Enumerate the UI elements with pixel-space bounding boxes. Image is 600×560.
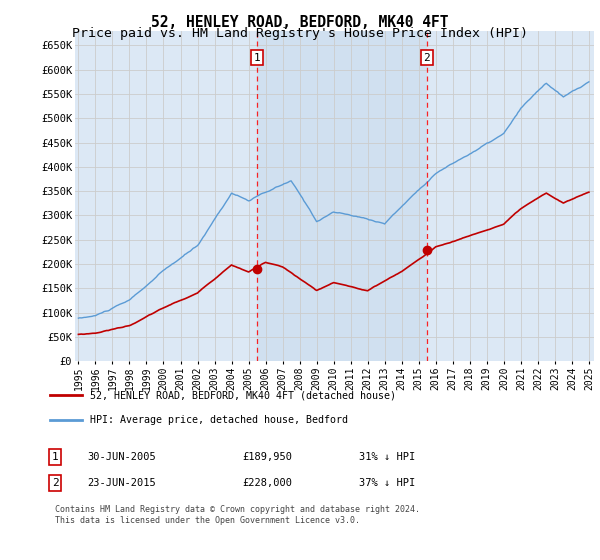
- Bar: [257, 31, 427, 361]
- Text: 2: 2: [52, 478, 59, 488]
- Text: 1: 1: [52, 452, 59, 462]
- Text: 2: 2: [424, 53, 430, 63]
- Text: 37% ↓ HPI: 37% ↓ HPI: [359, 478, 415, 488]
- Text: 31% ↓ HPI: 31% ↓ HPI: [359, 452, 415, 462]
- Text: £189,950: £189,950: [242, 452, 293, 462]
- Text: 30-JUN-2005: 30-JUN-2005: [87, 452, 155, 462]
- Text: 52, HENLEY ROAD, BEDFORD, MK40 4FT: 52, HENLEY ROAD, BEDFORD, MK40 4FT: [151, 15, 449, 30]
- Text: 1: 1: [254, 53, 260, 63]
- Text: 52, HENLEY ROAD, BEDFORD, MK40 4FT (detached house): 52, HENLEY ROAD, BEDFORD, MK40 4FT (deta…: [89, 390, 395, 400]
- Text: Price paid vs. HM Land Registry's House Price Index (HPI): Price paid vs. HM Land Registry's House …: [72, 27, 528, 40]
- Text: HPI: Average price, detached house, Bedford: HPI: Average price, detached house, Bedf…: [89, 414, 347, 424]
- Text: 23-JUN-2015: 23-JUN-2015: [87, 478, 155, 488]
- Text: £228,000: £228,000: [242, 478, 293, 488]
- Text: Contains HM Land Registry data © Crown copyright and database right 2024.
This d: Contains HM Land Registry data © Crown c…: [55, 506, 420, 525]
